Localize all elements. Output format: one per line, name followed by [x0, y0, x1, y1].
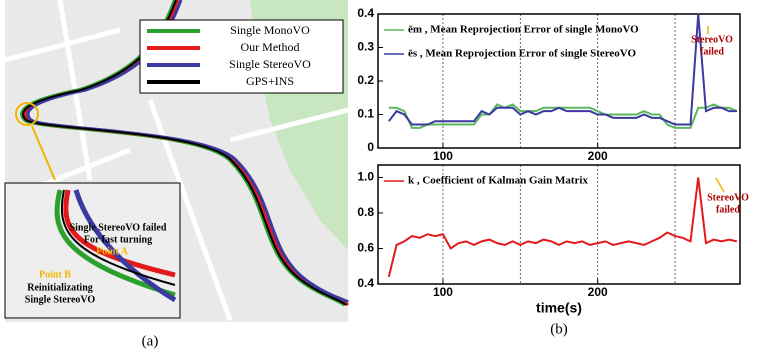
- legend-label: ēm , Mean Reprojection Error of single M…: [408, 24, 639, 36]
- y-tick-label: 0.3: [357, 40, 374, 54]
- y-tick-label: 1.0: [357, 170, 374, 184]
- annotation: failed: [716, 204, 740, 215]
- inset-label: Single StereoVO: [25, 294, 96, 305]
- map: Single MonoVO Our Method Single StereoVO GP…: [5, 0, 348, 349]
- y-tick-label: 0.8: [357, 205, 374, 219]
- x-axis-label: time(s): [536, 300, 582, 316]
- caption: (b): [550, 321, 568, 337]
- caption: (a): [142, 333, 159, 349]
- inset-label: For fast turning: [84, 234, 152, 245]
- y-tick-label: 0.6: [357, 241, 374, 255]
- y-tick-label: 0.2: [357, 73, 374, 87]
- inset-label: Single StereoVO failed: [70, 222, 167, 233]
- figure: Single MonoVO Our Method Single StereoVO GP…: [0, 0, 766, 354]
- x-tick-label: 100: [433, 149, 453, 163]
- x-tick-label: 200: [588, 149, 608, 163]
- inset-label: Point A: [96, 246, 129, 257]
- y-tick-label: 0.4: [357, 6, 374, 20]
- y-tick-label: 0.4: [357, 276, 374, 290]
- annotation: failed: [700, 46, 724, 57]
- series-line: [389, 177, 737, 276]
- legend-label: GPS+INS: [246, 74, 294, 88]
- annotation: StereoVO: [707, 192, 749, 203]
- annotation: StereoVO: [691, 34, 733, 45]
- legend-label: Single MonoVO: [230, 23, 310, 37]
- annotation-arrow: [716, 178, 724, 192]
- x-tick-label: 100: [433, 285, 453, 299]
- inset-label: Reinitializating: [27, 282, 93, 293]
- legend-label: k , Coefficient of Kalman Gain Matrix: [408, 175, 588, 187]
- legend-label: Single StereoVO: [229, 57, 311, 71]
- legend-label: ēs , Mean Reprojection Error of single S…: [408, 48, 637, 60]
- x-tick-label: 200: [588, 285, 608, 299]
- inset-label: Point B: [39, 269, 71, 280]
- legend-label: Our Method: [241, 40, 300, 54]
- y-tick-label: 0.1: [357, 107, 374, 121]
- y-tick-label: 0: [367, 140, 374, 154]
